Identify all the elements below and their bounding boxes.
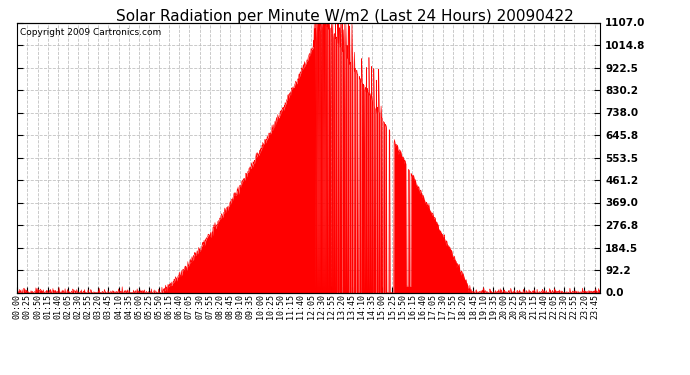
Text: Solar Radiation per Minute W/m2 (Last 24 Hours) 20090422: Solar Radiation per Minute W/m2 (Last 24… (116, 9, 574, 24)
Text: Copyright 2009 Cartronics.com: Copyright 2009 Cartronics.com (20, 28, 161, 37)
